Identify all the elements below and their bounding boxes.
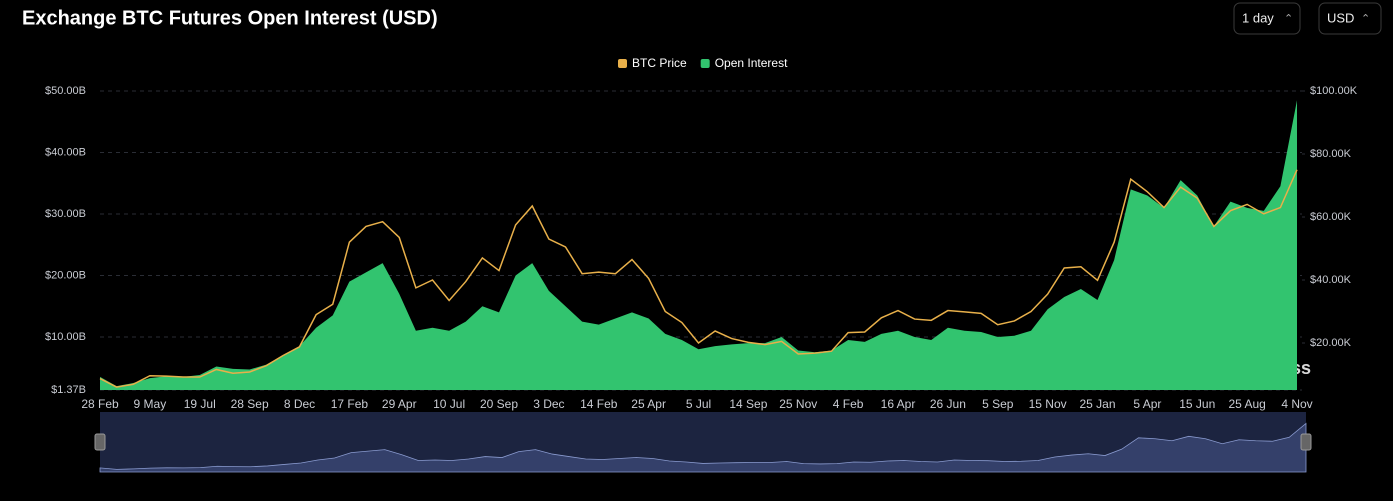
legend-label: BTC Price (632, 56, 687, 70)
legend-label: Open Interest (715, 56, 788, 70)
interval-select[interactable]: 1 day ⌃ (1233, 2, 1301, 35)
x-tick-label: 5 Jul (686, 397, 711, 411)
x-tick-label: 28 Feb (81, 397, 119, 411)
y-tick-label: $30.00B (45, 208, 86, 220)
y2-tick-label: $40.00K (1310, 274, 1352, 286)
x-tick-label: 20 Sep (480, 397, 518, 411)
legend-swatch (700, 59, 710, 68)
y-tick-label: $50.00B (45, 85, 86, 97)
y2-tick-label: $60.00K (1310, 211, 1352, 223)
x-tick-label: 4 Nov (1281, 397, 1312, 411)
x-tick-label: 28 Sep (231, 397, 269, 411)
y-tick-label: $10.00B (45, 331, 86, 343)
x-tick-label: 16 Apr (881, 397, 916, 411)
x-tick-label: 25 Apr (631, 397, 666, 411)
y-tick-label: $20.00B (45, 269, 86, 281)
button-label[interactable]: 1 day (1242, 10, 1274, 25)
y2-tick-label: $80.00K (1310, 148, 1352, 160)
chevron[interactable]: ⌃ (1361, 13, 1370, 25)
x-tick-label: 5 Apr (1133, 397, 1161, 411)
x-tick-label: 4 Feb (833, 397, 864, 411)
x-tick-label: 3 Dec (533, 397, 564, 411)
x-tick-label: 5 Sep (982, 397, 1014, 411)
x-tick-label: 9 May (134, 397, 167, 411)
chart-title: Exchange BTC Futures Open Interest (USD) (22, 7, 438, 29)
navigator-handle[interactable] (94, 433, 106, 451)
x-tick-label: 25 Jan (1079, 397, 1115, 411)
x-tick-label: 25 Nov (779, 397, 817, 411)
button[interactable] (1318, 2, 1382, 35)
open-interest-area (100, 100, 1297, 390)
y-tick-label: $1.37B (51, 384, 86, 396)
currency-select[interactable]: USD ⌃ (1318, 2, 1382, 35)
x-tick-label: 10 Jul (433, 397, 465, 411)
x-tick-label: 26 Jun (930, 397, 966, 411)
button-label[interactable]: USD (1327, 10, 1354, 25)
x-tick-label: 8 Dec (284, 397, 315, 411)
navigator-area (99, 422, 1307, 473)
y-tick-label: $40.00B (45, 146, 86, 158)
x-tick-label: 29 Apr (382, 397, 417, 411)
x-tick-label: 19 Jul (184, 397, 216, 411)
legend-swatch (618, 59, 627, 68)
button[interactable] (1233, 2, 1301, 35)
y2-tick-label: $100.00K (1310, 85, 1358, 97)
x-tick-label: 14 Feb (580, 397, 618, 411)
navigator-handle[interactable] (1300, 433, 1312, 451)
price-line (99, 169, 1298, 388)
chevron[interactable]: ⌃ (1284, 13, 1293, 25)
y2-tick-label: $20.00K (1310, 337, 1352, 349)
x-tick-label: 14 Sep (729, 397, 767, 411)
x-tick-label: 15 Nov (1029, 397, 1067, 411)
x-tick-label: 15 Jun (1179, 397, 1215, 411)
x-tick-label: 17 Feb (331, 397, 369, 411)
x-tick-label: 25 Aug (1228, 397, 1265, 411)
